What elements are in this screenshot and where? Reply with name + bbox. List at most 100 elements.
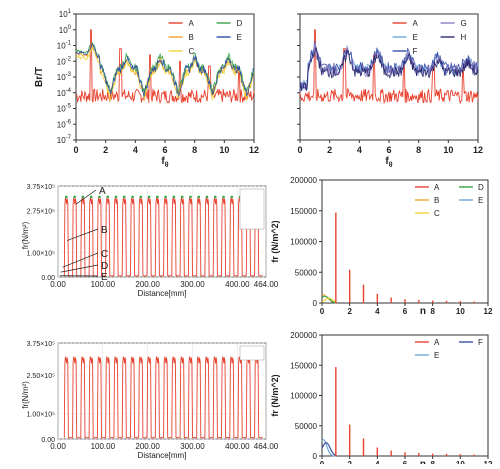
peak-marker [156,196,159,199]
x-tick-label: 6 [403,307,408,316]
y-tick-label: 1.00×10⁵ [27,251,55,258]
x-tick-label: 6 [386,145,391,155]
y-tick-label: 0.00 [41,437,55,444]
plot-frame [300,14,478,140]
y-tick-label: 200000 [290,331,317,340]
x-axis-label: fθ [385,156,392,169]
peak-marker [197,196,200,199]
y-tick-label: 150000 [290,207,317,216]
peak-marker [82,196,85,199]
x-tick-label: 0 [297,145,302,155]
x-tick-label: 400.00 [225,280,250,289]
y-tick-label: 100 [59,25,72,35]
x-tick-label: 8 [430,460,435,464]
peak-marker [189,196,192,199]
x-tick-label: 10 [219,145,229,155]
y-axis-label: fr(N/m²) [21,221,30,249]
x-tick-label: 2 [103,145,108,155]
y-tick-label: 2.50×10⁵ [27,373,55,380]
peak-marker [181,196,184,199]
legend-label-E: E [413,33,418,42]
x-tick-label: 200.00 [135,442,160,451]
peak-marker [206,196,209,199]
legend-box [240,189,264,229]
annotation-label-E: E [101,272,108,283]
peak-marker [106,196,109,199]
legend-label-D: D [237,19,243,28]
y-tick-label: 10-2 [57,56,72,66]
x-tick-label: 10 [443,145,453,155]
x-tick-label: 4 [357,145,362,155]
y-tick-label: 0 [313,299,318,308]
peak-marker [131,196,134,199]
y-tick-label: 10-3 [57,72,72,82]
y-tick-label: 10-1 [57,41,72,51]
peak-marker [73,196,76,199]
annotation-label-A: A [99,186,106,197]
peak-marker [148,196,151,199]
x-tick-label: 2 [347,460,352,464]
x-tick-label: 10 [456,307,465,316]
x-tick-label: 8 [192,145,197,155]
peak-marker [123,196,126,199]
peak-marker [140,196,143,199]
x-tick-label: 0 [320,307,325,316]
legend-label-D: D [478,183,484,192]
y-axis-label: Br/T [34,67,45,87]
peak-marker [90,196,93,199]
legend-box [240,346,264,360]
peak-marker [115,196,118,199]
x-tick-label: 464.00 [254,442,279,451]
x-axis-label: fθ [161,156,168,169]
x-tick-label: 12 [473,145,483,155]
y-tick-label: 200000 [290,176,317,185]
x-tick-label: 464.00 [254,280,279,289]
y-tick-label: 3.75×10⁵ [27,341,55,348]
peak-marker [173,196,176,199]
y-tick-label: 2.75×10⁵ [27,208,55,215]
x-tick-label: 400.00 [225,442,250,451]
x-axis-label: n [420,306,426,317]
y-tick-label: 100000 [290,238,317,247]
legend-label-A: A [413,19,419,28]
legend-label-E: E [237,33,242,42]
y-tick-label: 10-6 [57,119,72,129]
x-tick-label: 4 [375,460,380,464]
x-tick-label: 0 [73,145,78,155]
x-tick-label: 8 [430,307,435,316]
x-tick-label: 12 [484,460,493,464]
x-tick-label: 300.00 [180,280,205,289]
legend-label-F: F [413,47,418,56]
x-axis-label: n [420,459,426,464]
y-tick-label: 50000 [295,268,318,277]
plot-frame [322,180,488,303]
y-tick-label: 0.00 [41,275,55,282]
legend-label-A: A [434,183,440,192]
peak-marker [65,196,68,199]
legend-label-B: B [434,196,439,205]
y-tick-label: 101 [59,9,72,19]
annotation-label-C: C [101,249,108,260]
y-axis-label: fr (N/m^2) [270,220,280,262]
y-tick-label: 100000 [290,392,317,401]
y-tick-label: 10-7 [57,135,72,145]
plot-frame [76,14,254,140]
legend-label-H: H [461,33,467,42]
x-tick-label: 0 [320,460,325,464]
peak-marker [214,196,217,199]
legend-label-E: E [434,351,439,360]
x-tick-label: 100.00 [91,442,116,451]
x-tick-label: 2 [327,145,332,155]
y-tick-label: 10-5 [57,104,72,114]
x-tick-label: 8 [416,145,421,155]
x-tick-label: 6 [403,460,408,464]
peak-marker [164,196,167,199]
x-tick-label: 200.00 [135,280,160,289]
y-axis-label: fr (N/m^2) [270,374,280,416]
y-tick-label: 50000 [295,422,318,431]
legend-label-C: C [434,209,440,218]
peak-marker [222,196,225,199]
y-tick-label: 0 [313,452,318,461]
